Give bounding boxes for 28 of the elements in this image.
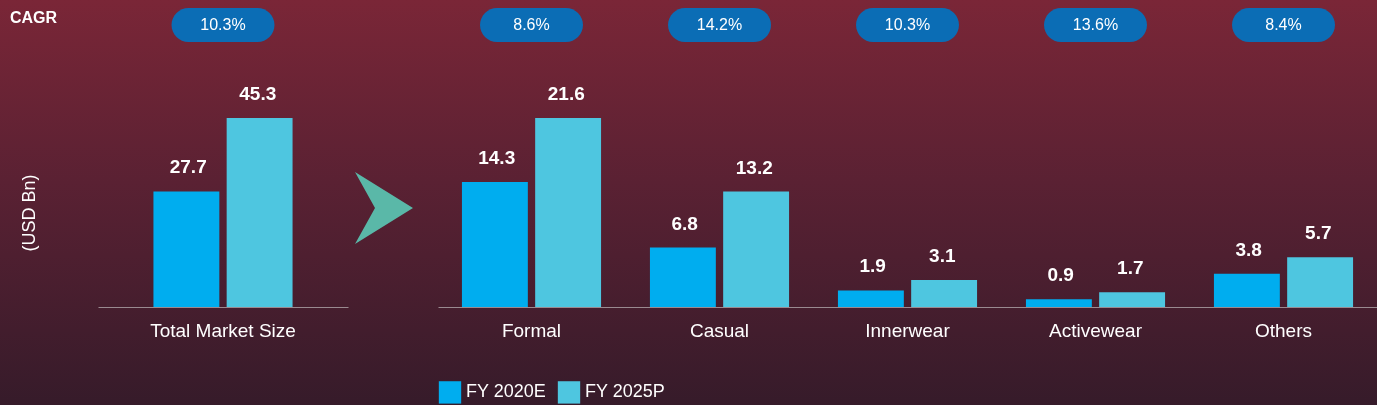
data-label: 3.8 <box>1235 238 1262 260</box>
x-tick-label: Innerwear <box>865 319 951 341</box>
data-label: 1.9 <box>859 255 886 277</box>
data-label: 0.9 <box>1047 264 1074 286</box>
text: 8.6% <box>513 16 550 33</box>
data-label: 21.6 <box>547 83 585 104</box>
data-label: 3.1 <box>929 244 956 266</box>
legend-label: FY 2025P <box>585 381 665 402</box>
x-tick-label: Activewear <box>1049 319 1143 341</box>
text: 13.6% <box>1072 16 1119 33</box>
data-label: 27.7 <box>169 156 207 178</box>
x-tick-label: Total Market Size <box>150 319 296 341</box>
data-label: 6.8 <box>671 212 698 234</box>
data-label: 1.7 <box>1117 257 1144 279</box>
legend-label: FY 2020E <box>466 381 546 402</box>
data-label: 14.3 <box>478 146 516 168</box>
text: 8.4% <box>1265 16 1302 33</box>
data-label: 45.3 <box>239 83 277 104</box>
x-tick-label: Others <box>1254 319 1313 341</box>
text: 14.2% <box>696 16 743 33</box>
data-label: 13.2 <box>735 156 773 178</box>
x-tick-label: Formal <box>501 319 562 341</box>
data-label: 5.7 <box>1305 222 1332 244</box>
text: 10.3% <box>200 16 246 33</box>
text: 10.3% <box>884 16 931 33</box>
y-axis-title: (USD Bn) <box>18 174 39 252</box>
x-tick-label: Casual <box>689 319 750 341</box>
text: CAGR <box>10 9 58 26</box>
